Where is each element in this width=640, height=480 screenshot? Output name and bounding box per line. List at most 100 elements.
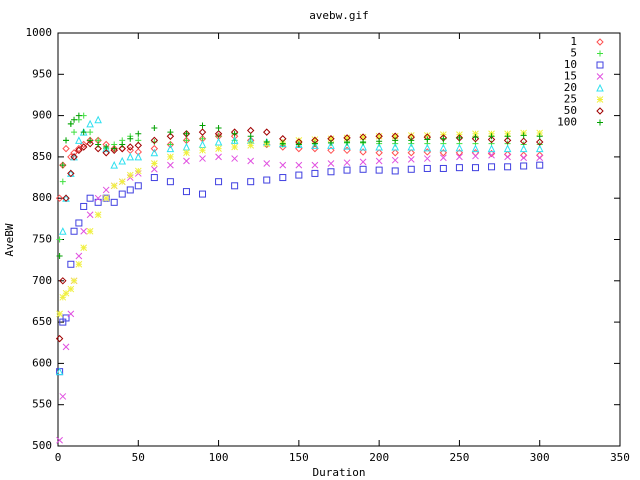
point: [343, 159, 351, 167]
point: [75, 260, 83, 268]
point: [246, 126, 255, 135]
legend-marker: [596, 38, 604, 46]
point: [127, 135, 134, 142]
point: [279, 143, 287, 151]
point: [214, 137, 223, 146]
point: [70, 227, 78, 235]
point: [63, 137, 70, 144]
point: [198, 128, 207, 136]
point: [126, 152, 135, 161]
point: [67, 285, 75, 293]
point: [391, 149, 399, 157]
point: [295, 141, 302, 148]
point: [327, 139, 334, 146]
point: [75, 219, 83, 227]
point: [80, 227, 88, 235]
point: [59, 393, 67, 400]
legend-marker: [596, 107, 604, 115]
point: [119, 141, 126, 148]
point: [167, 129, 174, 136]
y-tick-label: 1000: [26, 26, 53, 39]
point: [102, 186, 110, 194]
point: [488, 133, 495, 140]
point: [519, 137, 528, 145]
legend-label: 100: [557, 116, 577, 129]
point: [183, 157, 190, 165]
point: [504, 153, 511, 161]
point: [439, 143, 448, 152]
point: [55, 334, 64, 343]
point: [150, 148, 159, 157]
point: [126, 186, 134, 194]
point: [62, 194, 70, 202]
point: [375, 166, 383, 174]
point: [59, 227, 67, 235]
y-tick-label: 900: [32, 109, 52, 122]
point: [295, 171, 303, 179]
point: [110, 161, 119, 169]
legend-label: 25: [564, 93, 577, 106]
point: [150, 160, 158, 167]
point: [62, 343, 70, 351]
y-tick-label: 500: [32, 439, 52, 452]
point: [126, 143, 134, 151]
point: [488, 151, 495, 159]
point: [407, 142, 416, 151]
point: [536, 129, 544, 137]
point: [391, 132, 399, 140]
point: [263, 176, 271, 184]
point: [327, 168, 335, 176]
point: [407, 156, 415, 163]
legend-marker: [596, 73, 604, 80]
point: [247, 178, 255, 186]
point: [62, 314, 70, 322]
point: [166, 178, 174, 186]
point: [391, 167, 399, 175]
point: [79, 143, 88, 151]
point: [327, 141, 335, 149]
point: [504, 163, 512, 171]
point: [471, 144, 480, 153]
point: [279, 140, 286, 147]
point: [102, 144, 110, 153]
point: [471, 164, 479, 172]
point: [455, 143, 464, 152]
point: [118, 178, 126, 186]
point: [472, 134, 479, 141]
point: [86, 139, 94, 148]
legend-marker: [596, 83, 604, 92]
point: [215, 178, 223, 186]
y-tick-label: 750: [32, 233, 52, 246]
point: [62, 289, 70, 297]
point: [166, 132, 175, 140]
point: [67, 260, 75, 268]
point: [199, 146, 206, 154]
point: [199, 190, 207, 198]
point: [67, 120, 74, 127]
legend-label: 15: [564, 70, 577, 83]
legend-label: 20: [564, 81, 577, 94]
point: [247, 141, 255, 149]
point: [503, 136, 512, 145]
point: [440, 135, 447, 142]
y-tick-label: 550: [32, 398, 52, 411]
point: [343, 134, 351, 142]
point: [327, 146, 335, 154]
point: [343, 142, 351, 150]
x-tick-label: 250: [449, 451, 469, 464]
point: [150, 165, 158, 173]
x-tick-label: 350: [610, 451, 630, 464]
point: [94, 115, 102, 124]
point: [110, 182, 118, 190]
point: [359, 142, 367, 151]
point: [70, 277, 78, 285]
point: [86, 194, 94, 202]
point: [536, 138, 544, 146]
point: [118, 190, 126, 198]
point: [75, 136, 83, 144]
point: [150, 144, 159, 153]
point: [279, 161, 287, 169]
point: [75, 252, 83, 260]
point: [86, 211, 94, 219]
point: [102, 149, 110, 157]
